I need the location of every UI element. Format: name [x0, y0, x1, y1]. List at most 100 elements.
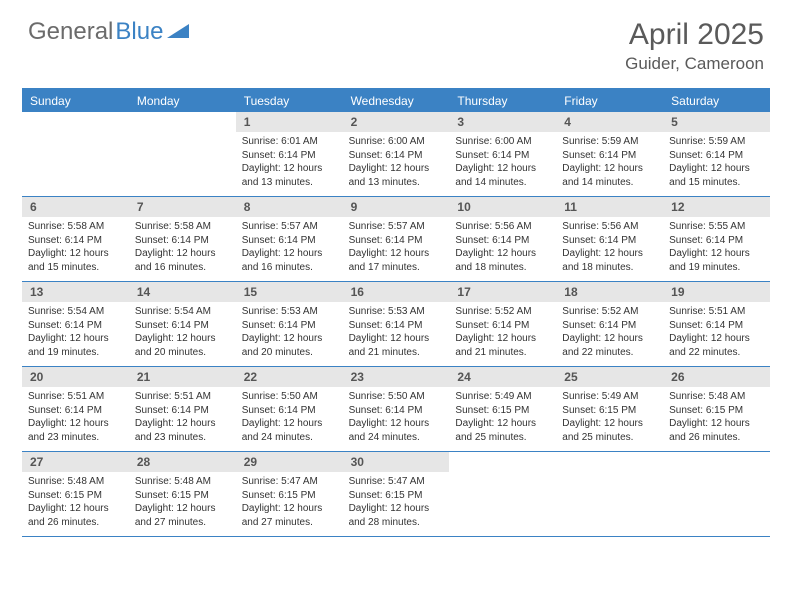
weekday-label: Sunday [22, 90, 129, 112]
calendar-day: 27Sunrise: 5:48 AMSunset: 6:15 PMDayligh… [22, 452, 129, 536]
day-number: 5 [663, 112, 770, 132]
day-number: 11 [556, 197, 663, 217]
brand-triangle-icon [167, 22, 189, 43]
header: GeneralBlue April 2025 Guider, Cameroon [0, 0, 792, 82]
day-details: Sunrise: 5:53 AMSunset: 6:14 PMDaylight:… [343, 302, 450, 363]
day-number: 15 [236, 282, 343, 302]
calendar-day: 0. [22, 112, 129, 196]
calendar-day: 0. [663, 452, 770, 536]
weekday-label: Thursday [449, 90, 556, 112]
calendar-week: 27Sunrise: 5:48 AMSunset: 6:15 PMDayligh… [22, 452, 770, 537]
calendar-day: 0. [129, 112, 236, 196]
calendar-day: 17Sunrise: 5:52 AMSunset: 6:14 PMDayligh… [449, 282, 556, 366]
day-details: Sunrise: 5:54 AMSunset: 6:14 PMDaylight:… [129, 302, 236, 363]
calendar-day: 23Sunrise: 5:50 AMSunset: 6:14 PMDayligh… [343, 367, 450, 451]
day-details: Sunrise: 5:57 AMSunset: 6:14 PMDaylight:… [236, 217, 343, 278]
day-number: 10 [449, 197, 556, 217]
day-details: Sunrise: 5:52 AMSunset: 6:14 PMDaylight:… [556, 302, 663, 363]
day-number: 9 [343, 197, 450, 217]
day-details: Sunrise: 6:00 AMSunset: 6:14 PMDaylight:… [343, 132, 450, 193]
day-details: Sunrise: 5:53 AMSunset: 6:14 PMDaylight:… [236, 302, 343, 363]
weekday-label: Monday [129, 90, 236, 112]
day-number: 7 [129, 197, 236, 217]
weekday-header: SundayMondayTuesdayWednesdayThursdayFrid… [22, 90, 770, 112]
day-number: 26 [663, 367, 770, 387]
calendar-week: 13Sunrise: 5:54 AMSunset: 6:14 PMDayligh… [22, 282, 770, 367]
day-details: Sunrise: 5:49 AMSunset: 6:15 PMDaylight:… [449, 387, 556, 448]
day-number: 4 [556, 112, 663, 132]
day-number: 27 [22, 452, 129, 472]
day-details: Sunrise: 5:48 AMSunset: 6:15 PMDaylight:… [663, 387, 770, 448]
weekday-label: Tuesday [236, 90, 343, 112]
calendar-day: 11Sunrise: 5:56 AMSunset: 6:14 PMDayligh… [556, 197, 663, 281]
day-details: Sunrise: 5:54 AMSunset: 6:14 PMDaylight:… [22, 302, 129, 363]
calendar-day: 13Sunrise: 5:54 AMSunset: 6:14 PMDayligh… [22, 282, 129, 366]
day-details: Sunrise: 6:00 AMSunset: 6:14 PMDaylight:… [449, 132, 556, 193]
day-details: Sunrise: 5:58 AMSunset: 6:14 PMDaylight:… [22, 217, 129, 278]
day-number: 13 [22, 282, 129, 302]
day-details: Sunrise: 5:52 AMSunset: 6:14 PMDaylight:… [449, 302, 556, 363]
day-details: Sunrise: 5:51 AMSunset: 6:14 PMDaylight:… [22, 387, 129, 448]
calendar-day: 2Sunrise: 6:00 AMSunset: 6:14 PMDaylight… [343, 112, 450, 196]
calendar-week: 6Sunrise: 5:58 AMSunset: 6:14 PMDaylight… [22, 197, 770, 282]
calendar-day: 18Sunrise: 5:52 AMSunset: 6:14 PMDayligh… [556, 282, 663, 366]
calendar-day: 20Sunrise: 5:51 AMSunset: 6:14 PMDayligh… [22, 367, 129, 451]
brand-logo: GeneralBlue [28, 18, 189, 46]
calendar-day: 0. [556, 452, 663, 536]
calendar-day: 4Sunrise: 5:59 AMSunset: 6:14 PMDaylight… [556, 112, 663, 196]
calendar-day: 6Sunrise: 5:58 AMSunset: 6:14 PMDaylight… [22, 197, 129, 281]
day-number: 14 [129, 282, 236, 302]
page-title: April 2025 [625, 18, 764, 52]
calendar-day: 19Sunrise: 5:51 AMSunset: 6:14 PMDayligh… [663, 282, 770, 366]
calendar: SundayMondayTuesdayWednesdayThursdayFrid… [22, 88, 770, 537]
calendar-day: 29Sunrise: 5:47 AMSunset: 6:15 PMDayligh… [236, 452, 343, 536]
day-number: 17 [449, 282, 556, 302]
calendar-day: 28Sunrise: 5:48 AMSunset: 6:15 PMDayligh… [129, 452, 236, 536]
weekday-label: Friday [556, 90, 663, 112]
calendar-day: 8Sunrise: 5:57 AMSunset: 6:14 PMDaylight… [236, 197, 343, 281]
calendar-day: 3Sunrise: 6:00 AMSunset: 6:14 PMDaylight… [449, 112, 556, 196]
weekday-label: Saturday [663, 90, 770, 112]
day-number: 23 [343, 367, 450, 387]
day-number: 6 [22, 197, 129, 217]
day-details: Sunrise: 5:47 AMSunset: 6:15 PMDaylight:… [236, 472, 343, 533]
calendar-day: 21Sunrise: 5:51 AMSunset: 6:14 PMDayligh… [129, 367, 236, 451]
day-number: 24 [449, 367, 556, 387]
day-number: 29 [236, 452, 343, 472]
day-number: 28 [129, 452, 236, 472]
day-details: Sunrise: 5:50 AMSunset: 6:14 PMDaylight:… [343, 387, 450, 448]
calendar-day: 0. [449, 452, 556, 536]
calendar-day: 25Sunrise: 5:49 AMSunset: 6:15 PMDayligh… [556, 367, 663, 451]
weekday-label: Wednesday [343, 90, 450, 112]
calendar-day: 24Sunrise: 5:49 AMSunset: 6:15 PMDayligh… [449, 367, 556, 451]
calendar-day: 1Sunrise: 6:01 AMSunset: 6:14 PMDaylight… [236, 112, 343, 196]
day-number: 19 [663, 282, 770, 302]
day-details: Sunrise: 5:50 AMSunset: 6:14 PMDaylight:… [236, 387, 343, 448]
day-number: 2 [343, 112, 450, 132]
day-details: Sunrise: 5:59 AMSunset: 6:14 PMDaylight:… [556, 132, 663, 193]
day-number: 16 [343, 282, 450, 302]
calendar-day: 30Sunrise: 5:47 AMSunset: 6:15 PMDayligh… [343, 452, 450, 536]
day-number: 8 [236, 197, 343, 217]
calendar-body: 0.0.1Sunrise: 6:01 AMSunset: 6:14 PMDayl… [22, 112, 770, 537]
day-details: Sunrise: 5:51 AMSunset: 6:14 PMDaylight:… [129, 387, 236, 448]
day-details: Sunrise: 6:01 AMSunset: 6:14 PMDaylight:… [236, 132, 343, 193]
day-number: 20 [22, 367, 129, 387]
day-number: 12 [663, 197, 770, 217]
calendar-day: 26Sunrise: 5:48 AMSunset: 6:15 PMDayligh… [663, 367, 770, 451]
day-details: Sunrise: 5:56 AMSunset: 6:14 PMDaylight:… [556, 217, 663, 278]
day-number: 3 [449, 112, 556, 132]
calendar-day: 10Sunrise: 5:56 AMSunset: 6:14 PMDayligh… [449, 197, 556, 281]
brand-part2: Blue [115, 18, 163, 46]
day-number: 1 [236, 112, 343, 132]
brand-part1: General [28, 18, 113, 46]
calendar-day: 22Sunrise: 5:50 AMSunset: 6:14 PMDayligh… [236, 367, 343, 451]
calendar-day: 9Sunrise: 5:57 AMSunset: 6:14 PMDaylight… [343, 197, 450, 281]
calendar-day: 15Sunrise: 5:53 AMSunset: 6:14 PMDayligh… [236, 282, 343, 366]
calendar-day: 16Sunrise: 5:53 AMSunset: 6:14 PMDayligh… [343, 282, 450, 366]
day-details: Sunrise: 5:56 AMSunset: 6:14 PMDaylight:… [449, 217, 556, 278]
day-details: Sunrise: 5:48 AMSunset: 6:15 PMDaylight:… [22, 472, 129, 533]
day-number: 30 [343, 452, 450, 472]
day-number: 25 [556, 367, 663, 387]
title-block: April 2025 Guider, Cameroon [625, 18, 764, 74]
